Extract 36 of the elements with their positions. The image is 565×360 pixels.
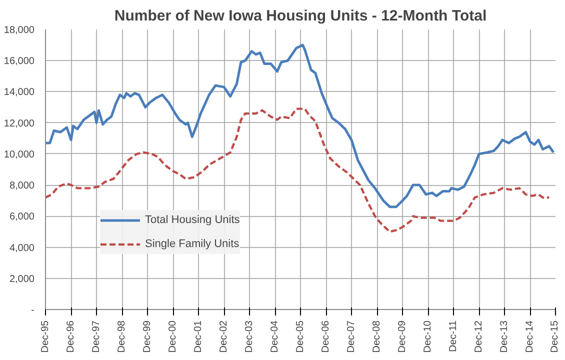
x-tick-label: Dec-07	[346, 320, 357, 353]
x-tick-label: Dec-11	[448, 320, 459, 352]
y-tick-label: -	[31, 305, 35, 316]
y-tick-label: 18,000	[4, 25, 35, 36]
line-series	[46, 108, 550, 233]
x-tick-label: Dec-98	[116, 320, 128, 353]
y-tick-label: 2,000	[9, 274, 35, 285]
x-tick-label: Dec-09	[397, 320, 408, 353]
y-tick-label: 10,000	[4, 149, 35, 160]
x-tick-label: Dec-15	[550, 320, 560, 353]
x-tick-label: Dec-05	[295, 320, 306, 353]
chart-title: Number of New Iowa Housing Units - 12-Month Total	[114, 8, 487, 24]
x-tick-label: Dec-06	[320, 320, 332, 353]
legend-label: Total Housing Units	[145, 214, 240, 226]
x-tick-label: Dec-00	[168, 320, 179, 353]
x-tick-label: Dec-08	[372, 320, 383, 353]
y-tick-label: 14,000	[4, 87, 35, 98]
x-tick-label: Dec-04	[270, 320, 281, 353]
x-tick-label: Dec-14	[524, 320, 536, 353]
line-series	[46, 44, 555, 208]
legend-label: Single Family Units	[145, 238, 240, 250]
x-tick-label: Dec-96	[66, 320, 77, 353]
x-tick-label: Dec-02	[218, 320, 230, 353]
y-tick-label: 8,000	[9, 180, 35, 192]
y-tick-label: 16,000	[4, 56, 35, 68]
y-tick-label: 12,000	[4, 118, 35, 130]
y-tick-label: 6,000	[9, 212, 35, 223]
y-tick-label: 4,000	[9, 242, 35, 254]
x-tick-label: Dec-12	[474, 320, 485, 353]
x-tick-label: Dec-95	[40, 320, 51, 353]
x-tick-label: Dec-10	[422, 320, 434, 353]
x-tick-label: Dec-03	[244, 320, 255, 353]
x-tick-label: Dec-97	[91, 320, 102, 353]
x-tick-label: Dec-99	[142, 320, 153, 353]
x-tick-label: Dec-01	[193, 320, 204, 353]
x-tick-label: Dec-13	[499, 320, 510, 353]
